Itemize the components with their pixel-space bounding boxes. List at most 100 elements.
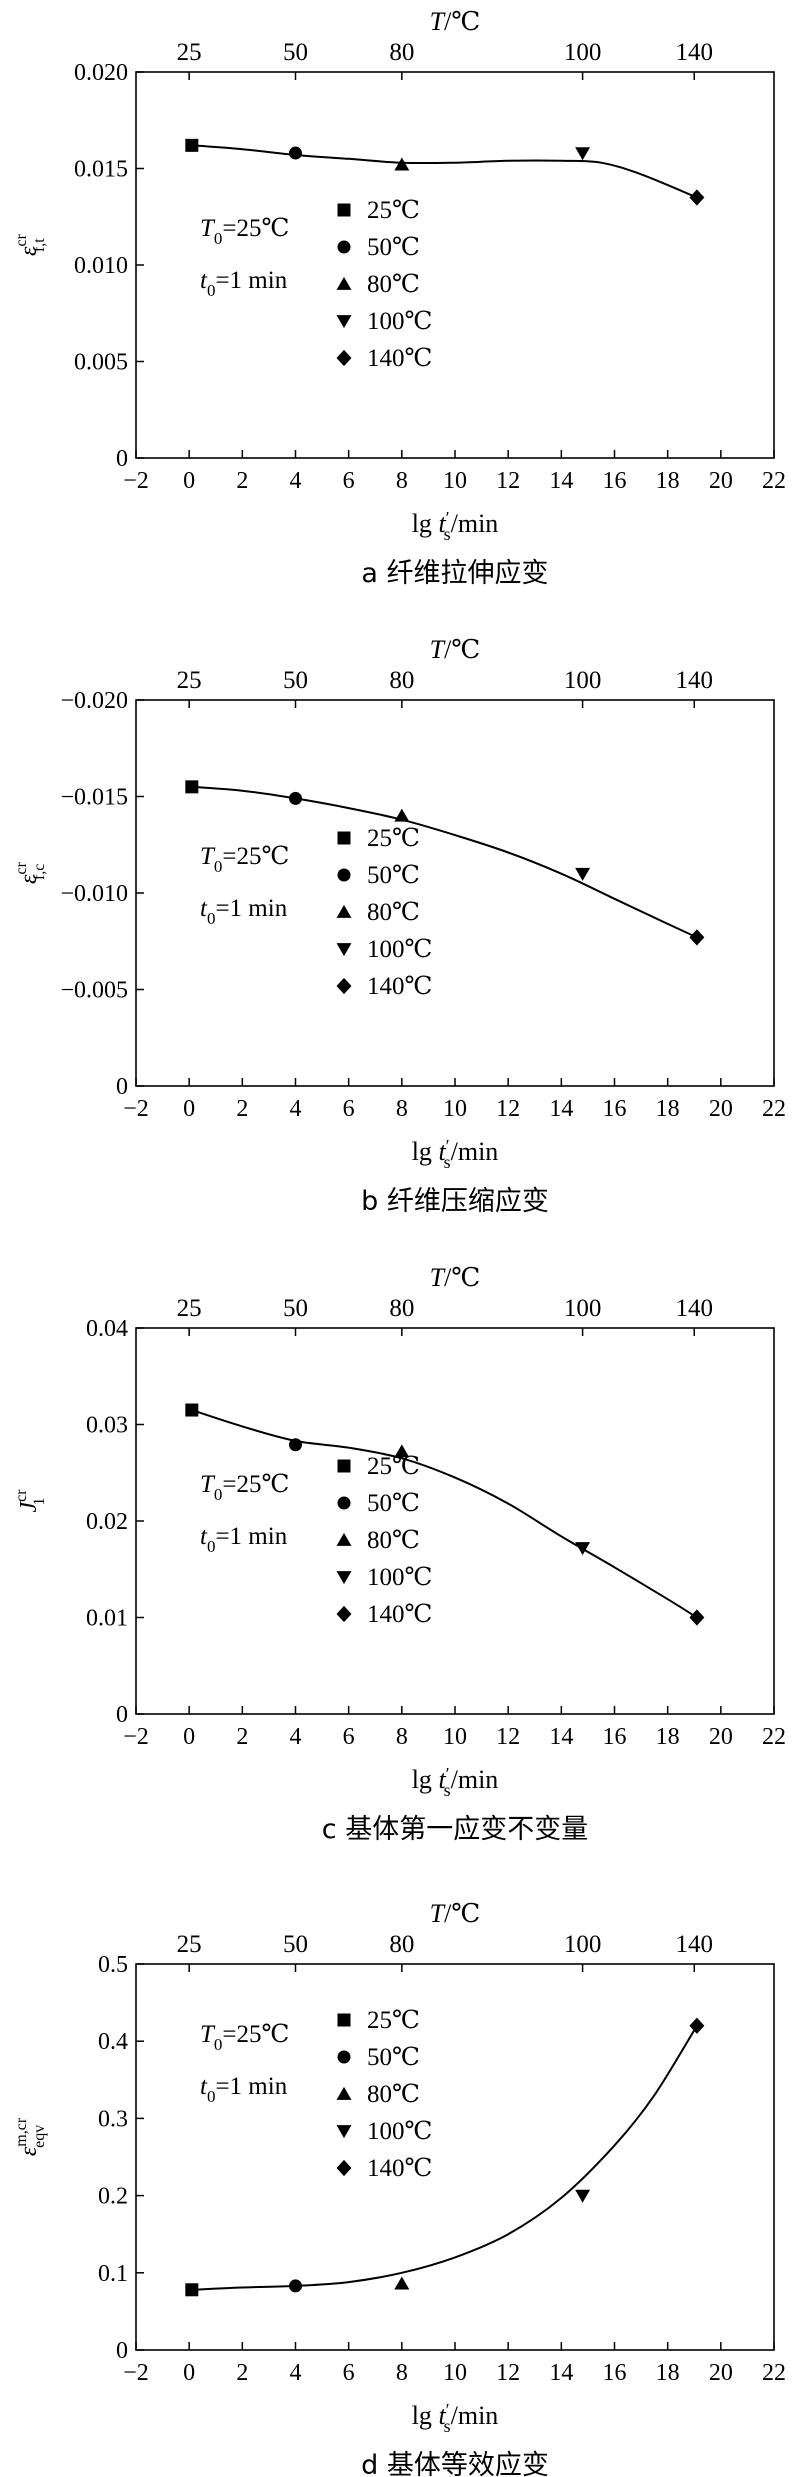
- x-tick-label: −2: [123, 1724, 149, 1750]
- x-tick-label: 16: [603, 468, 627, 494]
- x-tick-label: 6: [343, 2360, 355, 2386]
- data-point-triangle-down: [575, 867, 591, 881]
- x-axis-label: lg t′ s/min: [412, 1136, 499, 1172]
- y-tick-label: 0: [116, 1702, 128, 1728]
- top-tick-label: 80: [389, 667, 414, 694]
- y-tick-label: 0.03: [86, 1413, 128, 1439]
- x-tick-label: 20: [709, 1096, 733, 1122]
- annotation-ref-time: t0=1 min: [200, 1523, 288, 1556]
- annotation-ref-temperature: T0=25℃: [200, 2021, 289, 2054]
- legend-label: 100℃: [367, 2118, 432, 2145]
- x-tick-label: 10: [443, 1096, 467, 1122]
- top-tick-label: 25: [177, 667, 202, 694]
- legend-label: 140℃: [367, 345, 432, 372]
- top-axis-label: T/℃: [430, 635, 481, 664]
- chart-panel-b: T/℃25 50 80 100 140−2 0 2 4 6 8 10 12 14 16 18 20 220−0.…: [13, 635, 786, 1217]
- y-tick-label: 0.2: [98, 2184, 128, 2210]
- x-tick-label: 10: [443, 2360, 467, 2386]
- data-point-circle: [289, 1438, 302, 1452]
- legend-marker-triangle-down: [336, 315, 352, 329]
- x-tick-label: 14: [549, 2360, 573, 2386]
- data-point-square: [185, 2283, 199, 2297]
- annotation-ref-temperature: T0=25℃: [200, 1471, 289, 1504]
- x-tick-label: 22: [762, 1096, 786, 1122]
- legend-marker-diamond: [336, 2159, 352, 2177]
- legend-marker-square: [337, 2013, 351, 2027]
- x-tick-label: 18: [656, 1096, 680, 1122]
- y-tick-label: 0.5: [98, 1952, 128, 1978]
- legend-marker-triangle-down: [336, 2125, 352, 2139]
- x-tick-label: 16: [603, 2360, 627, 2386]
- y-axis-label: εm,creqv: [13, 2117, 48, 2156]
- plot-frame: [135, 699, 775, 1087]
- top-tick-label: 140: [676, 1295, 714, 1322]
- legend-marker-triangle-up: [336, 904, 352, 918]
- annotation-ref-time: t0=1 min: [200, 2073, 288, 2106]
- x-tick-label: 4: [290, 468, 302, 494]
- y-tick-label: 0: [116, 2338, 128, 2364]
- panel-caption: d 基体等效应变: [361, 2450, 549, 2477]
- legend-label: 25℃: [367, 1453, 420, 1480]
- y-tick-label: 0.02: [86, 1509, 128, 1535]
- x-axis-label: lg t′ s/min: [412, 508, 499, 544]
- x-tick-label: 4: [290, 1724, 302, 1750]
- top-tick-label: 25: [177, 1295, 202, 1322]
- y-axis-label: εcrf,c: [13, 861, 48, 884]
- data-point-diamond: [689, 189, 705, 206]
- y-axis-label: εcrf,t: [13, 233, 48, 256]
- y-tick-label: 0.010: [74, 253, 128, 279]
- x-tick-label: −2: [123, 2360, 149, 2386]
- top-tick-label: 50: [283, 1931, 308, 1958]
- top-tick-label: 140: [676, 667, 714, 694]
- y-tick-label: −0.020: [60, 688, 128, 714]
- plot-frame: [135, 1327, 775, 1715]
- x-tick-label: 6: [343, 1096, 355, 1122]
- x-axis-label: lg t′ s/min: [412, 2400, 499, 2436]
- data-point-circle: [289, 2279, 302, 2293]
- x-tick-label: 6: [343, 468, 355, 494]
- top-axis-label: T/℃: [430, 7, 481, 36]
- panel-caption: a 纤维拉伸应变: [361, 558, 548, 589]
- top-tick-label: 140: [676, 39, 714, 66]
- legend-label: 140℃: [367, 973, 432, 1000]
- top-tick-label: 25: [177, 1931, 202, 1958]
- top-tick-label: 80: [389, 1931, 414, 1958]
- legend-label: 50℃: [367, 2044, 420, 2071]
- y-tick-label: 0.020: [74, 60, 128, 86]
- y-tick-label: 0.005: [74, 350, 128, 376]
- legend-marker-diamond: [336, 1605, 352, 1623]
- legend-marker-square: [337, 1459, 351, 1473]
- legend-label: 80℃: [367, 1527, 420, 1554]
- x-tick-label: 10: [443, 1724, 467, 1750]
- x-tick-label: 8: [396, 2360, 408, 2386]
- plot-frame: [135, 71, 775, 459]
- y-tick-label: −0.010: [60, 881, 128, 907]
- fitted-curve: [191, 144, 698, 199]
- annotation-ref-temperature: T0=25℃: [200, 215, 289, 248]
- data-point-triangle-down: [575, 2189, 591, 2203]
- data-point-diamond: [689, 929, 705, 946]
- x-tick-label: 8: [396, 468, 408, 494]
- y-tick-label: 0: [116, 446, 128, 472]
- y-tick-label: 0.04: [86, 1316, 128, 1342]
- x-tick-label: 14: [549, 468, 573, 494]
- x-tick-label: 6: [343, 1724, 355, 1750]
- x-tick-label: 2: [236, 1724, 248, 1750]
- y-tick-label: −0.005: [60, 978, 128, 1004]
- x-tick-label: 4: [290, 2360, 302, 2386]
- x-axis-label: lg t′ s/min: [412, 1764, 499, 1800]
- x-tick-label: 4: [290, 1096, 302, 1122]
- top-axis-label: T/℃: [430, 1263, 481, 1292]
- top-tick-label: 80: [389, 1295, 414, 1322]
- x-tick-label: 12: [496, 2360, 520, 2386]
- x-tick-label: 2: [236, 2360, 248, 2386]
- y-tick-label: 0.3: [98, 2106, 128, 2132]
- legend-marker-triangle-down: [336, 1571, 352, 1585]
- top-tick-label: 50: [283, 39, 308, 66]
- y-tick-label: −0.015: [60, 785, 128, 811]
- x-tick-label: 22: [762, 2360, 786, 2386]
- annotation-ref-temperature: T0=25℃: [200, 843, 289, 876]
- legend-label: 50℃: [367, 234, 420, 261]
- data-point-triangle-up: [394, 808, 410, 822]
